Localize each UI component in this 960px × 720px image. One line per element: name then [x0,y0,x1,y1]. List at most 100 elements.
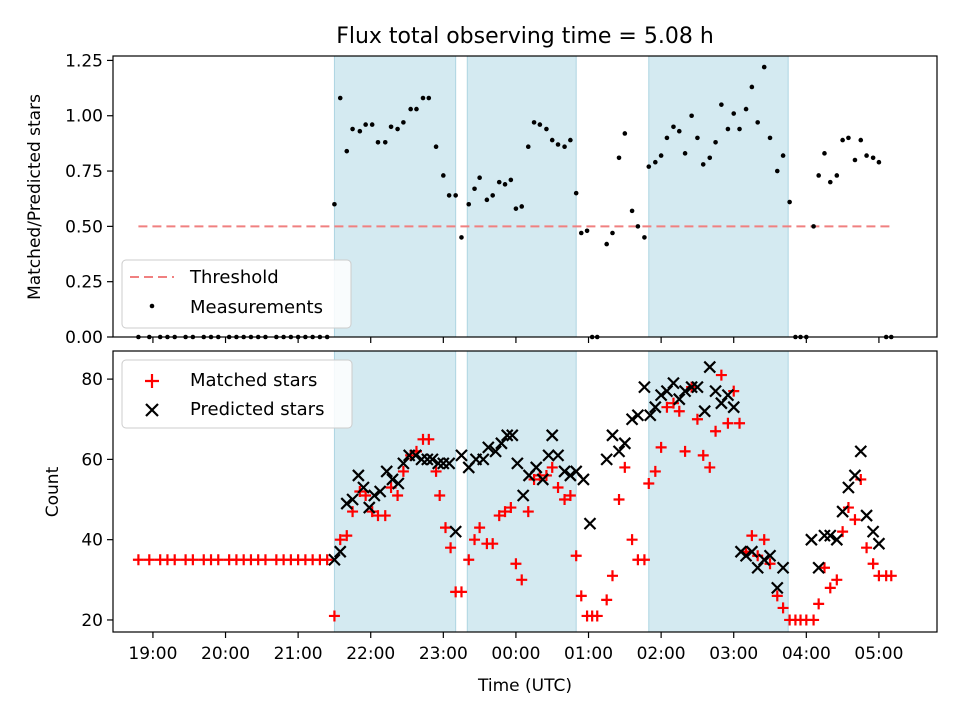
predicted-star-point [340,497,354,510]
predicted-star-point [397,457,410,470]
measurement-point [350,126,355,132]
predicted-star-point [511,457,524,470]
matched-star-point [474,522,486,534]
matched-star-point [842,502,854,514]
predicted-star-point [612,445,626,458]
measurement-point [584,228,590,234]
matched-star-point [771,590,783,602]
measurement-point [513,206,519,211]
matched-star-point [722,417,734,429]
matched-star-point [430,465,442,477]
observing-windows [333,350,789,633]
matched-star-point [559,494,571,506]
matched-star-point [728,385,740,397]
x-tick-label: 22:00 [346,644,395,664]
y-tick-label: 40 [81,531,103,551]
measurement-point [767,135,773,141]
ratio-legend-box [121,259,352,329]
chart-title: Flux total observing time = 5.08 h [336,24,714,49]
matched-stars-points [132,369,897,626]
matched-star-point [505,502,517,514]
predicted-star-point [691,380,704,394]
predicted-star-point [842,481,855,494]
matched-star-point [626,534,638,546]
matched-star-point [169,554,181,566]
ratio-plot-frame [112,55,938,338]
measurement-point [337,95,343,101]
matched-star-point [758,534,770,546]
measurement-point [743,106,749,112]
measurement-point [870,155,876,161]
matched-star-point [552,481,564,493]
matched-star-point [455,586,467,598]
y-tick-label: 20 [81,611,103,631]
measurement-point [332,201,337,207]
matched-star-point [813,598,825,610]
predicted-star-point [824,529,837,542]
measurement-point [537,122,543,127]
measurement-point [578,230,584,236]
measurement-point [568,137,573,143]
matched-star-point [777,602,789,614]
predicted-star-point [848,469,862,482]
measurement-point [755,120,760,125]
measurement-point [737,126,742,132]
predicted-star-point [392,477,405,490]
measurement-point [713,139,718,145]
predicted-star-point [455,449,468,462]
matched-star-point [522,506,534,518]
measurement-point [774,168,780,174]
x-tick-label: 02:00 [637,644,686,664]
measurement-point [827,179,833,185]
predicted-star-point [495,437,508,450]
predicted-star-point [368,489,381,502]
matched-star-point [321,554,333,566]
predicted-stars-points [328,360,886,595]
predicted-star-point [449,525,462,538]
matched-star-point [516,574,528,586]
measurement-point [610,230,615,236]
predicted-star-point [739,549,753,563]
count-y-ticks: 20 40 60 80 [81,370,113,631]
measurement-point [731,111,737,116]
matched-star-point [546,461,558,473]
measurement-point [816,173,821,178]
measurement-point [477,175,482,180]
measurement-point [642,235,647,240]
observing-window [333,55,457,338]
predicted-star-point [516,489,530,502]
measurement-point [433,144,439,150]
matched-star-point [808,614,820,626]
measurement-point [858,137,864,143]
x-tick-label: 20:00 [201,644,250,664]
legend-measurements-label: Measurements [190,297,323,318]
matched-star-point [601,594,613,606]
matched-star-point [487,538,499,550]
predicted-star-point [812,561,825,575]
matched-star-point [392,490,404,502]
matched-star-point [679,445,691,457]
measurement-point [573,190,579,196]
matched-star-point [867,558,879,570]
matched-star-point [837,526,849,538]
matched-star-point [570,550,582,562]
predicted-star-point [649,400,662,414]
matched-star-point [510,558,522,570]
matched-star-point [440,522,452,534]
measurement-point [472,186,477,192]
predicted-star-point [421,453,434,466]
measurement-point [466,201,472,207]
predicted-star-point [352,469,365,482]
matched-star-point [667,397,679,409]
measurement-point [414,106,419,112]
predicted-star-point [542,449,555,462]
legend-threshold-label: Threshold [189,267,279,288]
measurement-point [420,95,426,101]
predicted-star-point [500,429,514,442]
measurement-point [484,197,490,203]
predicted-star-point [818,529,831,542]
predicted-star-point [830,533,844,546]
observing-window [333,350,457,633]
count-legend: Matched stars Predicted stars [121,359,353,429]
predicted-star-point [872,537,886,550]
